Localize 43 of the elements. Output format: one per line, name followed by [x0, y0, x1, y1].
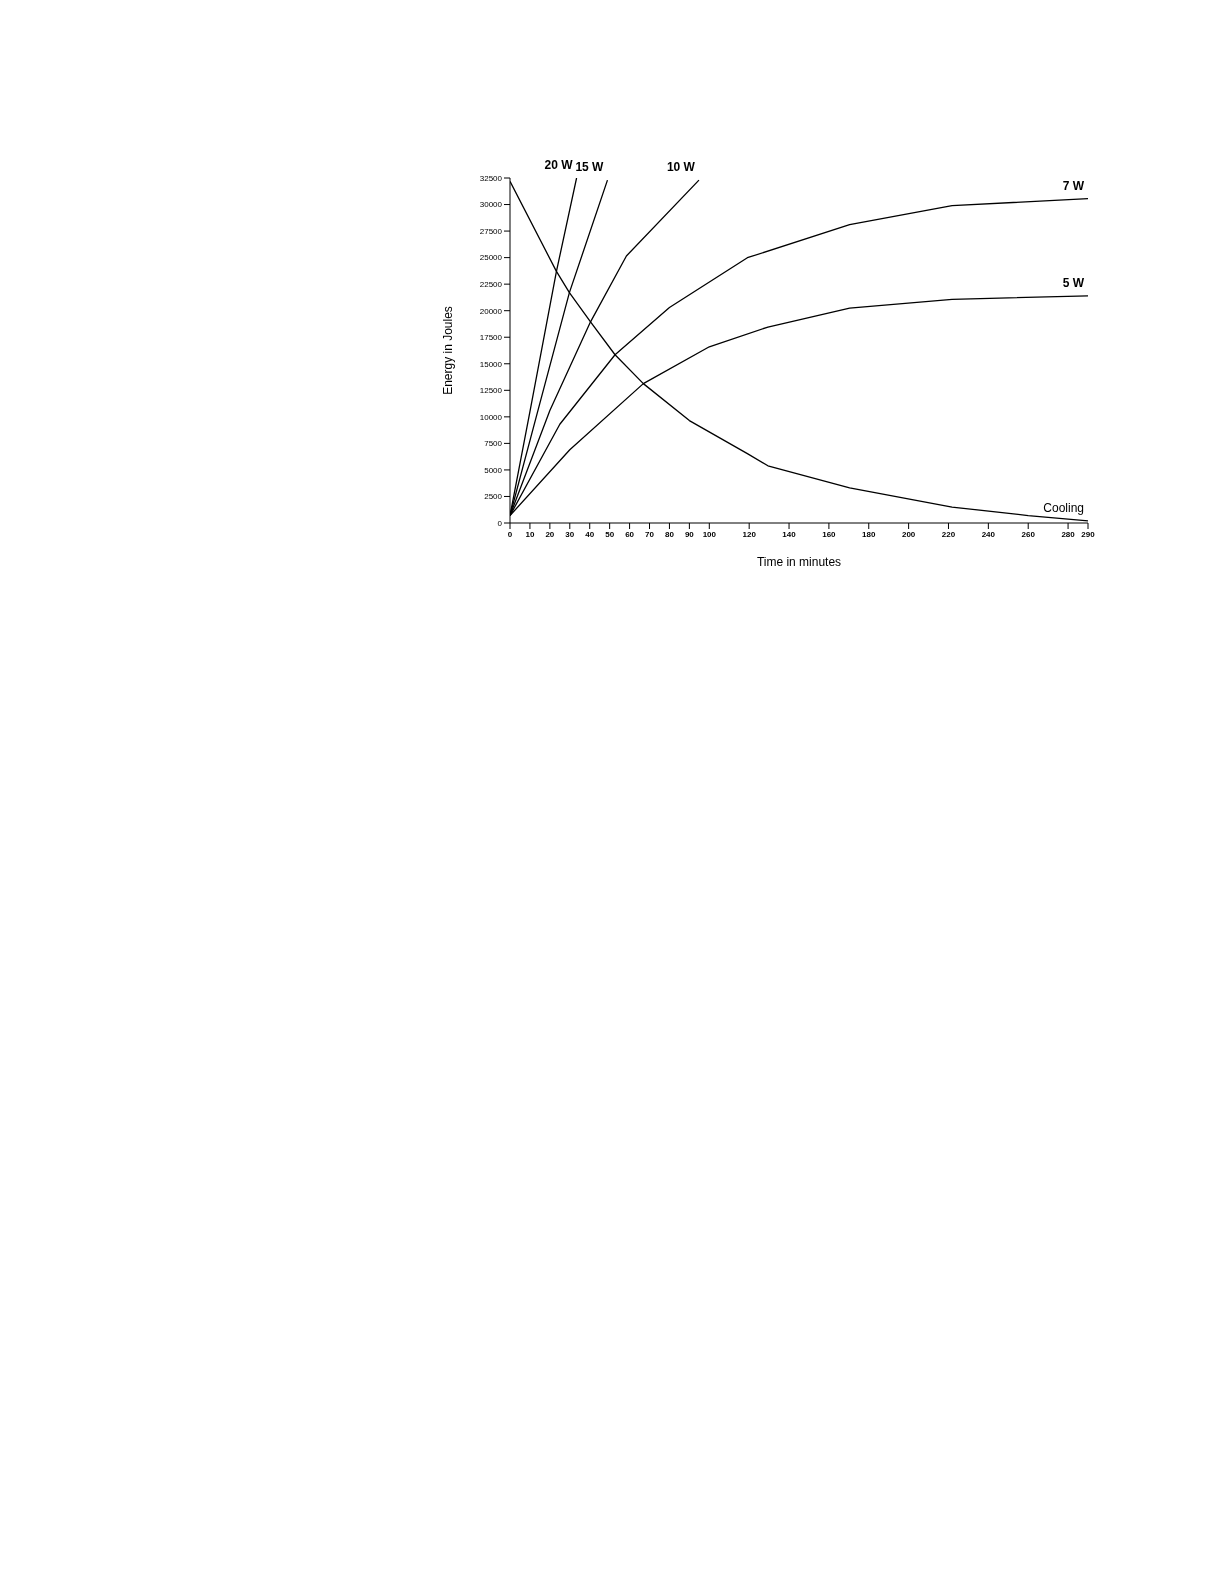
x-tick-label: 50	[605, 529, 615, 539]
x-tick-label: 180	[862, 529, 876, 539]
series-label: 10 W	[666, 160, 696, 175]
x-tick-label: 120	[742, 529, 757, 539]
x-tick-label: 160	[822, 529, 837, 539]
y-tick-label: 20000	[479, 306, 503, 316]
x-tick-label: 90	[684, 529, 695, 539]
y-tick-label: 27500	[479, 226, 503, 236]
y-tick-label: 17500	[479, 333, 503, 343]
x-tick-label: 70	[645, 529, 655, 539]
x-tick-label: 140	[782, 529, 797, 539]
x-tick-label: 80	[665, 529, 675, 539]
y-tick-label: 7500	[484, 439, 503, 449]
series-label: 7 W	[1062, 178, 1085, 193]
x-tick-label: 200	[901, 529, 916, 539]
x-tick-label: 290	[1081, 529, 1096, 539]
series-label: 20 W	[544, 158, 574, 172]
y-tick-label: 30000	[479, 200, 503, 210]
y-tick-label: 10000	[479, 412, 503, 422]
x-tick-label: 240	[981, 529, 996, 539]
x-tick-label: 20	[545, 529, 555, 539]
x-tick-label: 60	[625, 529, 635, 539]
x-tick-label: 10	[525, 529, 535, 539]
x-axis-title: Time in minutes	[756, 555, 842, 569]
y-tick-label: 12500	[479, 386, 503, 396]
y-tick-label: 15000	[479, 359, 503, 369]
y-axis-title: Energy in Joules	[441, 306, 456, 395]
x-tick-label: 30	[565, 529, 575, 539]
y-tick-label: 22500	[479, 279, 503, 289]
x-tick-label: 100	[702, 529, 717, 539]
x-tick-label: 280	[1061, 529, 1076, 539]
series-label: 5 W	[1062, 275, 1085, 290]
y-tick-label: 32500	[479, 173, 503, 183]
y-tick-label: 5000	[484, 465, 503, 475]
series-label: 15 W	[575, 160, 605, 175]
x-tick-label: 260	[1021, 529, 1036, 539]
series-label: Cooling	[1043, 500, 1084, 515]
y-tick-label: 0	[497, 518, 503, 528]
x-tick-label: 0	[507, 529, 513, 539]
x-tick-label: 220	[941, 529, 956, 539]
y-tick-label: 2500	[484, 492, 503, 502]
x-tick-label: 40	[585, 529, 595, 539]
y-tick-label: 25000	[479, 253, 503, 263]
